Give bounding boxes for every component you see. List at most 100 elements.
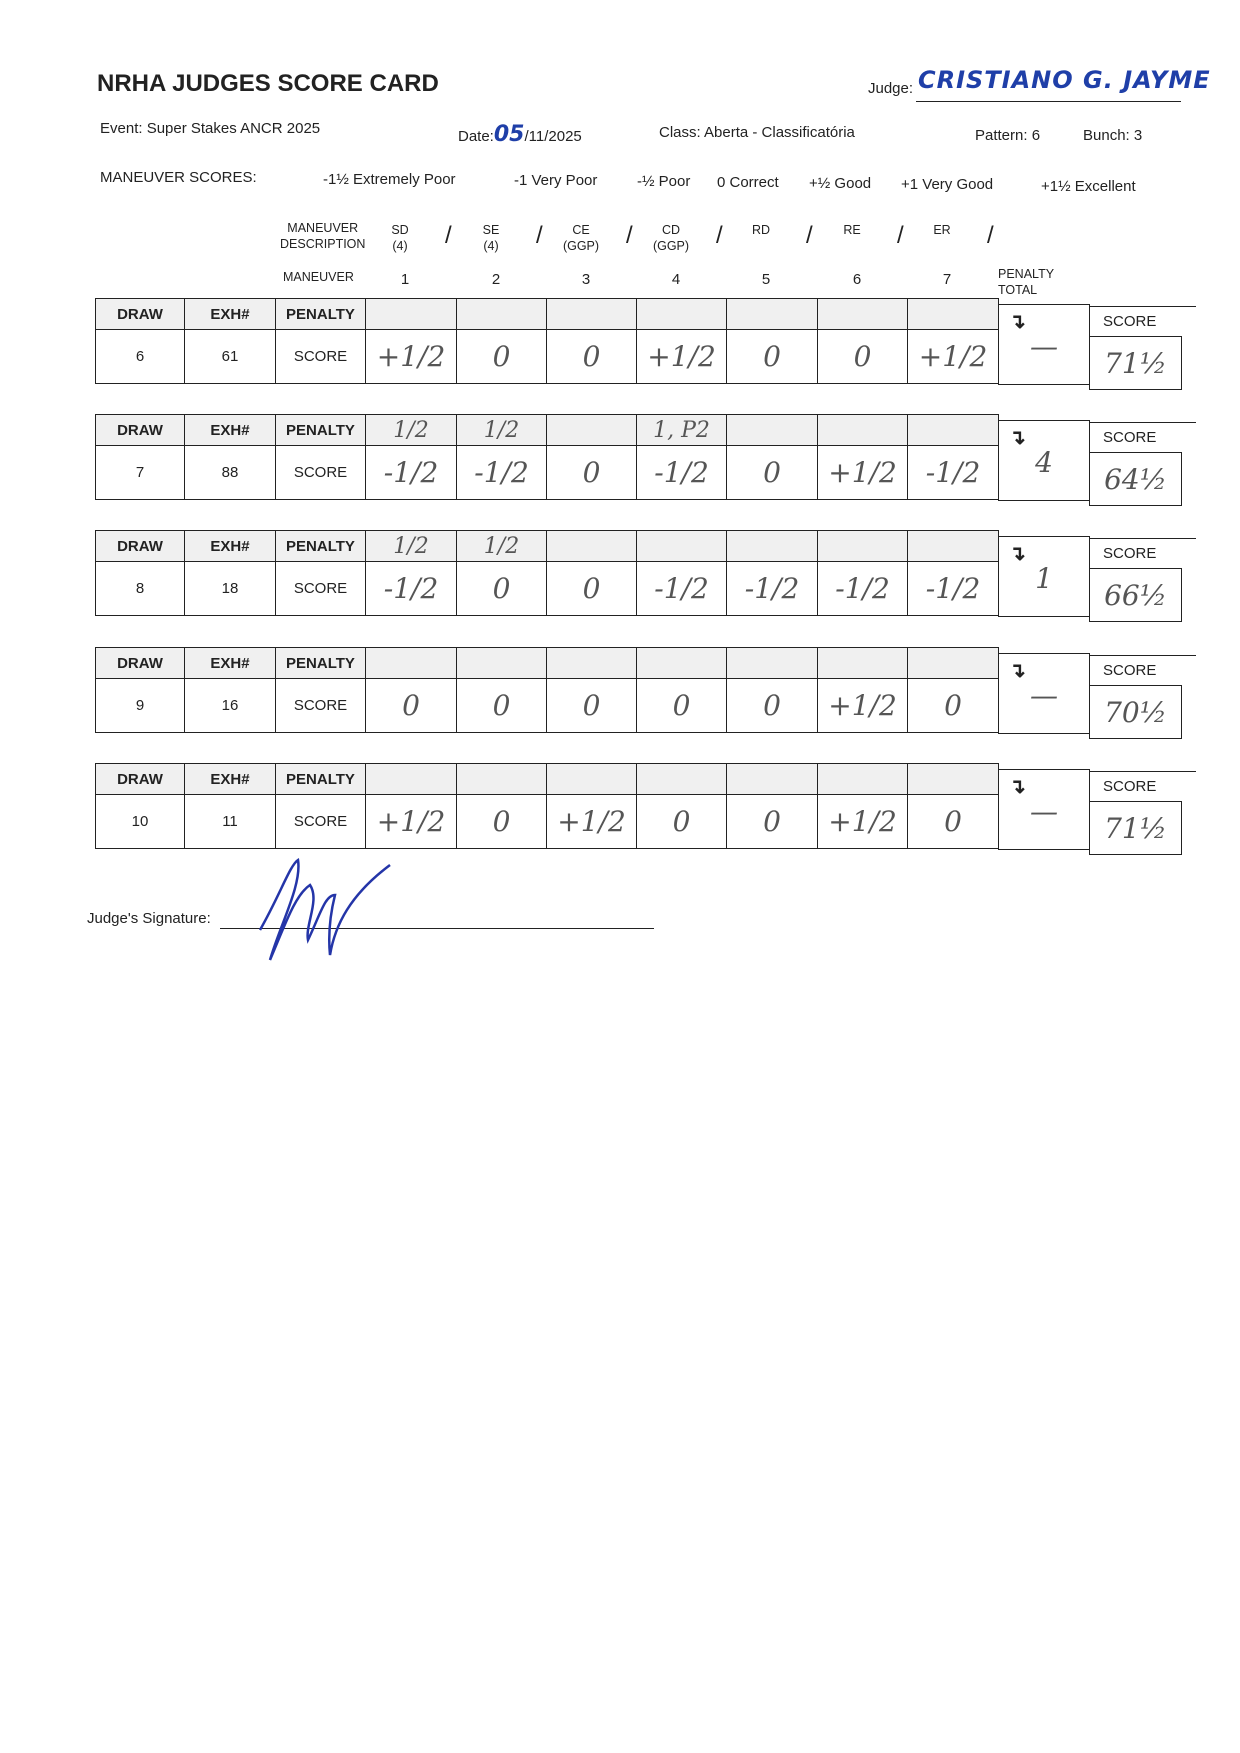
draw-cell: 9 bbox=[95, 678, 185, 733]
maneuver-score-cell-7[interactable]: 0 bbox=[907, 794, 999, 849]
total-score-value: 66½ bbox=[1104, 578, 1167, 612]
penalty-cell-6[interactable] bbox=[817, 298, 908, 330]
penalty-cell-1[interactable] bbox=[365, 298, 457, 330]
maneuver-score-value: +1/2 bbox=[828, 456, 897, 489]
penalty-cell-5[interactable] bbox=[726, 414, 818, 446]
entry-block: DRAW EXH# PENALTY 7 88 SCORE 1/2 -1/2 1/2 -1/2 0 1,… bbox=[95, 414, 1196, 506]
maneuver-score-cell-7[interactable]: 0 bbox=[907, 678, 999, 733]
penalty-cell-3[interactable] bbox=[546, 414, 637, 446]
maneuver-score-cell-1[interactable]: -1/2 bbox=[365, 561, 457, 616]
maneuver-score-cell-1[interactable]: 0 bbox=[365, 678, 457, 733]
penalty-cell-5[interactable] bbox=[726, 763, 818, 795]
maneuver-score-cell-5[interactable]: 0 bbox=[726, 329, 818, 384]
penalty-cell-4[interactable] bbox=[636, 298, 727, 330]
penalty-cell-5[interactable] bbox=[726, 298, 818, 330]
maneuver-score-value: 0 bbox=[492, 805, 511, 838]
draw-header-label: DRAW bbox=[117, 421, 163, 439]
maneuver-score-cell-4[interactable]: +1/2 bbox=[636, 329, 727, 384]
maneuver-score-cell-4[interactable]: -1/2 bbox=[636, 445, 727, 500]
penalty-cell-1[interactable] bbox=[365, 647, 457, 679]
maneuver-score-cell-1[interactable]: -1/2 bbox=[365, 445, 457, 500]
penalty-cell-2[interactable] bbox=[456, 298, 547, 330]
maneuver-score-cell-2[interactable]: 0 bbox=[456, 329, 547, 384]
maneuver-score-cell-6[interactable]: +1/2 bbox=[817, 445, 908, 500]
penalty-total-cell[interactable]: ↴ — bbox=[998, 304, 1090, 385]
slash-divider: / bbox=[716, 222, 723, 249]
penalty-cell-4[interactable]: 1, P2 bbox=[636, 414, 727, 446]
maneuver-score-cell-7[interactable]: -1/2 bbox=[907, 561, 999, 616]
penalty-total-cell[interactable]: ↴ 1 bbox=[998, 536, 1090, 617]
penalty-cell-6[interactable] bbox=[817, 647, 908, 679]
maneuver-score-cell-3[interactable]: +1/2 bbox=[546, 794, 637, 849]
penalty-cell-6[interactable] bbox=[817, 414, 908, 446]
total-score-cell[interactable]: 64½ bbox=[1089, 452, 1182, 506]
penalty-cell-7[interactable] bbox=[907, 647, 999, 679]
penalty-cell-1[interactable]: 1/2 bbox=[365, 530, 457, 562]
penalty-cell-3[interactable] bbox=[546, 298, 637, 330]
total-score-cell[interactable]: 66½ bbox=[1089, 568, 1182, 622]
maneuver-score-value: 0 bbox=[582, 456, 601, 489]
penalty-cell-3[interactable] bbox=[546, 647, 637, 679]
maneuver-score-cell-5[interactable]: -1/2 bbox=[726, 561, 818, 616]
maneuver-score-cell-5[interactable]: 0 bbox=[726, 794, 818, 849]
penalty-total-cell[interactable]: ↴ 4 bbox=[998, 420, 1090, 501]
penalty-total-value: 4 bbox=[1035, 446, 1053, 479]
maneuver-score-cell-3[interactable]: 0 bbox=[546, 561, 637, 616]
total-score-cell[interactable]: 71½ bbox=[1089, 336, 1182, 390]
maneuver-score-cell-3[interactable]: 0 bbox=[546, 329, 637, 384]
maneuver-score-cell-1[interactable]: +1/2 bbox=[365, 794, 457, 849]
total-score-cell[interactable]: 71½ bbox=[1089, 801, 1182, 855]
scale-item: -½ Poor bbox=[637, 173, 691, 190]
penalty-cell-5[interactable] bbox=[726, 647, 818, 679]
maneuver-score-cell-6[interactable]: -1/2 bbox=[817, 561, 908, 616]
penalty-cell-2[interactable] bbox=[456, 647, 547, 679]
draw-header: DRAW bbox=[95, 530, 185, 562]
penalty-cell-7[interactable] bbox=[907, 763, 999, 795]
penalty-cell-6[interactable] bbox=[817, 530, 908, 562]
maneuver-score-value: +1/2 bbox=[376, 805, 446, 838]
penalty-cell-4[interactable] bbox=[636, 647, 727, 679]
penalty-cell-2[interactable]: 1/2 bbox=[456, 530, 547, 562]
maneuver-score-cell-3[interactable]: 0 bbox=[546, 678, 637, 733]
total-score-cell[interactable]: 70½ bbox=[1089, 685, 1182, 739]
penalty-cell-4[interactable] bbox=[636, 763, 727, 795]
penalty-cell-7[interactable] bbox=[907, 530, 999, 562]
penalty-header-label: PENALTY bbox=[286, 654, 355, 672]
maneuver-score-cell-6[interactable]: +1/2 bbox=[817, 678, 908, 733]
scale-item: +1 Very Good bbox=[901, 176, 994, 193]
maneuver-score-cell-2[interactable]: -1/2 bbox=[456, 445, 547, 500]
maneuver-score-cell-2[interactable]: 0 bbox=[456, 561, 547, 616]
maneuver-score-cell-2[interactable]: 0 bbox=[456, 794, 547, 849]
penalty-cell-5[interactable] bbox=[726, 530, 818, 562]
slash-divider: / bbox=[987, 222, 994, 249]
judge-line bbox=[916, 101, 1181, 102]
maneuver-number-5: 5 bbox=[761, 271, 771, 288]
penalty-cell-2[interactable] bbox=[456, 763, 547, 795]
maneuver-score-cell-6[interactable]: +1/2 bbox=[817, 794, 908, 849]
maneuver-score-cell-5[interactable]: 0 bbox=[726, 678, 818, 733]
maneuver-score-cell-5[interactable]: 0 bbox=[726, 445, 818, 500]
maneuver-score-cell-7[interactable]: -1/2 bbox=[907, 445, 999, 500]
penalty-total-cell[interactable]: ↴ — bbox=[998, 653, 1090, 734]
penalty-cell-7[interactable] bbox=[907, 298, 999, 330]
penalty-cell-4[interactable] bbox=[636, 530, 727, 562]
penalty-cell-3[interactable] bbox=[546, 530, 637, 562]
maneuver-score-cell-6[interactable]: 0 bbox=[817, 329, 908, 384]
maneuver-score-cell-1[interactable]: +1/2 bbox=[365, 329, 457, 384]
penalty-cell-1[interactable] bbox=[365, 763, 457, 795]
maneuver-score-cell-4[interactable]: -1/2 bbox=[636, 561, 727, 616]
penalty-cell-7[interactable] bbox=[907, 414, 999, 446]
penalty-cell-2[interactable]: 1/2 bbox=[456, 414, 547, 446]
penalty-total-cell[interactable]: ↴ — bbox=[998, 769, 1090, 850]
maneuver-score-cell-3[interactable]: 0 bbox=[546, 445, 637, 500]
maneuver-score-cell-4[interactable]: 0 bbox=[636, 794, 727, 849]
maneuver-score-cell-7[interactable]: +1/2 bbox=[907, 329, 999, 384]
penalty-cell-3[interactable] bbox=[546, 763, 637, 795]
penalty-cell-6[interactable] bbox=[817, 763, 908, 795]
signature-image bbox=[258, 857, 391, 961]
score-label-cell: SCORE bbox=[275, 678, 366, 733]
penalty-cell-1[interactable]: 1/2 bbox=[365, 414, 457, 446]
maneuver-number-1: 1 bbox=[400, 271, 410, 288]
maneuver-score-cell-2[interactable]: 0 bbox=[456, 678, 547, 733]
maneuver-score-cell-4[interactable]: 0 bbox=[636, 678, 727, 733]
